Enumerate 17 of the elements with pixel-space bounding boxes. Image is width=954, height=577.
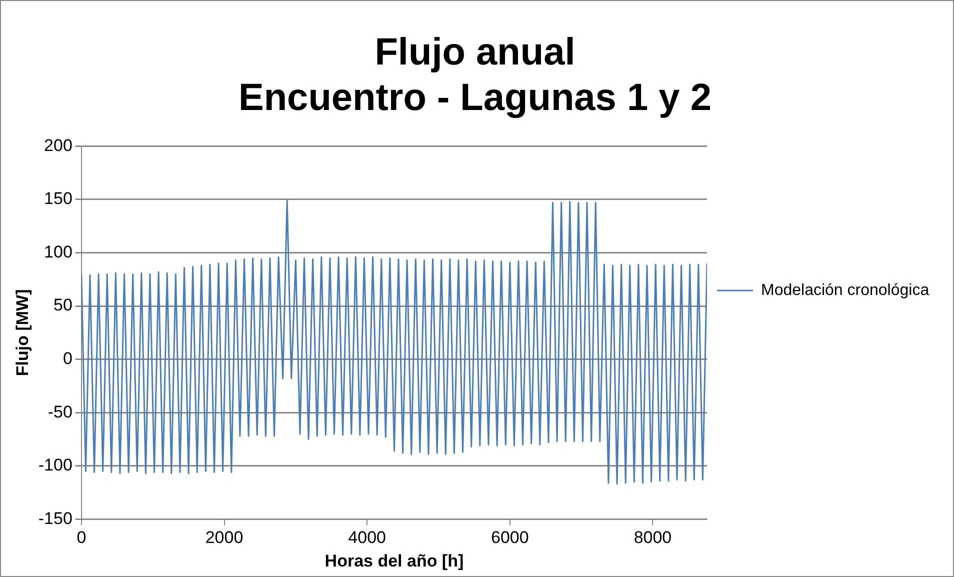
y-tick-label: 200 xyxy=(44,136,72,155)
y-tick-label: 150 xyxy=(44,189,72,208)
chart-title: Flujo anual Encuentro - Lagunas 1 y 2 xyxy=(238,31,712,119)
y-tick-label: -100 xyxy=(38,456,72,475)
legend-label: Modelación cronológica xyxy=(761,282,930,299)
x-tick-label: 2000 xyxy=(205,528,244,548)
x-tick-label: 0 xyxy=(76,528,86,548)
y-tick-label: 50 xyxy=(54,296,72,315)
x-axis-title: Horas del año [h] xyxy=(324,551,464,570)
x-tick-label: 8000 xyxy=(634,528,672,548)
x-tick-label: 4000 xyxy=(348,528,386,548)
y-axis-title: Flujo [MW] xyxy=(12,289,32,376)
y-tick-label: -150 xyxy=(38,508,72,528)
y-tick-label: 100 xyxy=(44,242,72,262)
y-tick-label: 0 xyxy=(62,349,72,368)
x-tick-label: 6000 xyxy=(490,528,529,548)
y-tick-label: -50 xyxy=(48,402,72,422)
